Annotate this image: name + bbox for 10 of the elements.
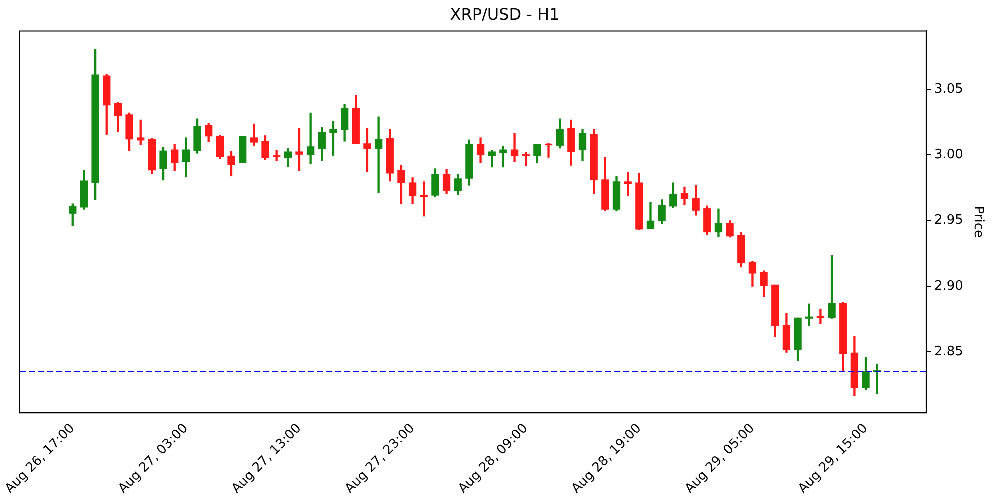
y-tick-label: 2.85: [934, 344, 964, 360]
candlestick: [510, 133, 519, 162]
y-tick-label: 2.95: [934, 213, 964, 228]
y-tick-label: 3.05: [934, 82, 964, 97]
candlestick: [374, 116, 383, 194]
y-axis-title: Price: [970, 206, 986, 238]
chart-title: XRP/USD - H1: [450, 4, 560, 24]
y-tick-label: 2.90: [934, 278, 964, 294]
y-tick-label: 3.00: [934, 148, 964, 163]
candlestick: [306, 112, 315, 164]
